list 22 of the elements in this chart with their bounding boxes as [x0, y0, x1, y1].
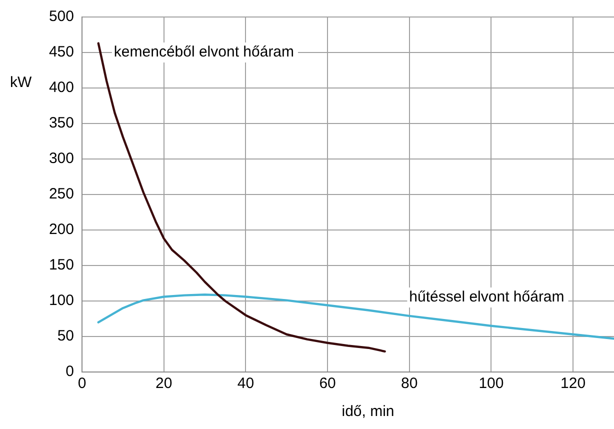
y-tick-label: 500: [48, 8, 74, 26]
y-tick-label: 50: [57, 328, 74, 345]
x-tick-label: 60: [319, 375, 336, 392]
x-tick-label: 20: [156, 375, 172, 392]
y-tick-label: 350: [48, 114, 74, 132]
y-tick-label: 0: [66, 363, 74, 380]
x-tick-label: 0: [78, 375, 86, 392]
y-axis-title: kW: [10, 74, 32, 92]
y-tick-label: 150: [48, 256, 74, 274]
series-label: kemencéből elvont hőáram: [114, 44, 294, 61]
x-tick-label: 80: [401, 375, 418, 392]
y-tick-label: 100: [48, 292, 74, 310]
x-tick-label: 100: [478, 375, 504, 392]
y-tick-label: 400: [48, 79, 74, 96]
y-tick-label: 450: [48, 44, 74, 61]
x-tick-label: 120: [560, 375, 586, 392]
y-tick-label: 300: [48, 150, 74, 168]
y-tick-label: 250: [48, 186, 74, 203]
x-axis-title: idő, min: [342, 403, 394, 420]
x-tick-label: 40: [237, 375, 254, 392]
series-label: hűtéssel elvont hőáram: [409, 288, 564, 306]
y-tick-label: 200: [48, 221, 74, 238]
